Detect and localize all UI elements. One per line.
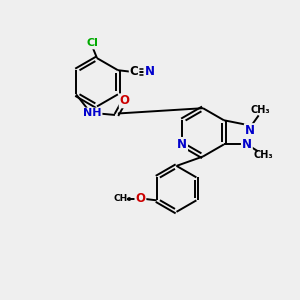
Text: C: C [130,65,139,78]
Text: CH₃: CH₃ [250,104,270,115]
Text: N: N [242,138,252,151]
Text: N: N [245,124,255,137]
Text: CH₃: CH₃ [253,150,273,160]
Text: O: O [135,192,146,206]
Text: NH: NH [83,109,101,118]
Text: N: N [177,138,187,151]
Text: Cl: Cl [87,38,98,48]
Text: O: O [120,94,130,107]
Text: N: N [144,65,154,78]
Text: CH₃: CH₃ [114,194,132,203]
